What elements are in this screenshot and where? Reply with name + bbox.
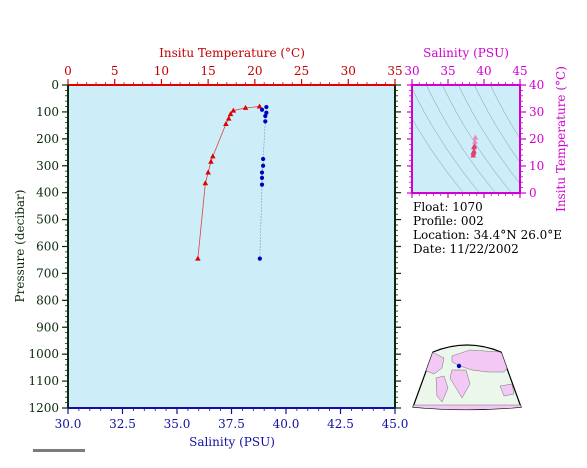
profile-number: Profile: 002 xyxy=(413,214,484,228)
salinity-point xyxy=(259,107,265,112)
profile-plot: 0 5 10 15 20 25 30 35 30.0 32.5 35.0 37.5 40.0 42.5 45… xyxy=(13,46,408,449)
ts-series-layer xyxy=(470,134,479,158)
ts-point xyxy=(472,134,479,140)
density-contour xyxy=(426,85,496,193)
temperature-point xyxy=(205,169,211,175)
ts-y-tick-label: 30 xyxy=(529,105,544,119)
ts-x-tick-label: 35 xyxy=(440,64,455,78)
salinity-point xyxy=(257,256,262,261)
top-axis-tick-label: 35 xyxy=(387,64,402,78)
ts-y-axis-label: Insitu Temperature (°C) xyxy=(554,66,568,212)
temperature-point xyxy=(230,107,237,113)
bottom-axis-tick-label: 42.5 xyxy=(327,417,354,431)
salinity-profile-line xyxy=(259,106,267,259)
left-axis-tick-label: 800 xyxy=(36,293,59,307)
temperature-point xyxy=(223,121,229,127)
land-south-america xyxy=(435,375,449,403)
temperature-point xyxy=(225,115,232,121)
top-axis-label: Insitu Temperature (°C) xyxy=(159,46,305,60)
left-axis-tick-label: 0 xyxy=(51,78,59,92)
left-axis-label: Pressure (decibar) xyxy=(13,190,27,303)
salinity-point xyxy=(259,170,265,175)
ts-y-tick-label: 10 xyxy=(529,159,544,173)
left-axis-tick-label: 400 xyxy=(36,186,59,200)
left-axis-tick-label: 100 xyxy=(36,105,59,119)
top-axis-tick-label: 0 xyxy=(64,64,72,78)
temperature-point xyxy=(256,103,263,109)
temperature-point xyxy=(210,153,216,159)
bottom-axis-tick-label: 37.5 xyxy=(218,417,245,431)
density-contour xyxy=(412,87,480,193)
left-axis-tick-label: 900 xyxy=(36,320,59,334)
top-axis-tick-label: 10 xyxy=(154,64,169,78)
ts-x-tick-label: 45 xyxy=(512,64,527,78)
float-id: Float: 1070 xyxy=(413,200,483,214)
salinity-point xyxy=(259,182,265,187)
density-contour xyxy=(412,118,464,193)
float-info: Float: 1070 Profile: 002 Location: 34.4°… xyxy=(413,200,562,256)
float-location: Location: 34.4°N 26.0°E xyxy=(413,228,562,242)
ts-x-axis-label: Salinity (PSU) xyxy=(423,46,509,60)
salinity-point xyxy=(264,104,269,110)
ts-point xyxy=(470,152,476,158)
ts-x-tick-label: 40 xyxy=(476,64,491,78)
land-africa xyxy=(449,369,471,399)
left-axis-tick-label: 700 xyxy=(36,266,59,280)
top-axis-tick-label: 25 xyxy=(294,64,309,78)
salinity-point xyxy=(263,113,268,119)
ts-y-tick-label: 0 xyxy=(529,186,537,200)
left-axis-tick-label: 1100 xyxy=(28,374,59,388)
bottom-axis-tick-label: 35.0 xyxy=(164,417,191,431)
ts-y-tick-label: 20 xyxy=(529,132,544,146)
land-eurasia xyxy=(451,349,513,373)
world-map-inset xyxy=(412,344,522,411)
land-australia xyxy=(499,383,515,397)
temperature-point xyxy=(202,180,209,186)
salinity-point xyxy=(261,163,266,168)
left-axis-tick-label: 600 xyxy=(36,240,59,254)
left-axis-tick-label: 300 xyxy=(36,159,59,173)
profile-axis-ticks: 0 5 10 15 20 25 30 35 30.0 32.5 35.0 37.5 40.0 42.5 45… xyxy=(28,64,408,431)
bottom-axis-tick-label: 40.0 xyxy=(273,417,300,431)
left-axis-tick-label: 1200 xyxy=(28,401,59,415)
temperature-point xyxy=(227,111,234,117)
salinity-point xyxy=(263,119,268,124)
left-axis-tick-label: 1000 xyxy=(28,347,59,361)
left-axis-tick-label: 200 xyxy=(36,132,59,146)
density-contour xyxy=(458,85,520,184)
salinity-point xyxy=(261,156,266,162)
ts-point xyxy=(471,144,477,150)
profile-series-layer xyxy=(195,103,269,261)
bottom-axis-tick-label: 45.0 xyxy=(382,417,409,431)
density-contour xyxy=(474,85,520,163)
profile-plot-background xyxy=(68,85,395,408)
salinity-point xyxy=(264,110,269,115)
ts-y-tick-label: 40 xyxy=(529,78,544,92)
temperature-point xyxy=(242,104,249,110)
salinity-point xyxy=(259,175,265,180)
bottom-axis-tick-label: 30.0 xyxy=(55,417,82,431)
profile-date: Date: 11/22/2002 xyxy=(413,242,519,256)
left-axis-tick-label: 500 xyxy=(36,213,59,227)
float-location-marker xyxy=(456,363,462,369)
ts-x-tick-label: 30 xyxy=(404,64,419,78)
land-antarctica xyxy=(413,404,521,410)
bottom-axis-label: Salinity (PSU) xyxy=(189,435,275,449)
top-axis-tick-label: 15 xyxy=(201,64,216,78)
top-axis-tick-label: 20 xyxy=(247,64,262,78)
density-contour xyxy=(490,85,520,140)
temperature-point xyxy=(208,158,214,164)
ts-point xyxy=(472,138,478,144)
top-axis-tick-label: 5 xyxy=(111,64,119,78)
temperature-point xyxy=(195,255,201,261)
bottom-axis-tick-label: 32.5 xyxy=(109,417,136,431)
top-axis-tick-label: 30 xyxy=(341,64,356,78)
footer-mark xyxy=(33,449,85,452)
ts-plot-background xyxy=(412,85,520,193)
